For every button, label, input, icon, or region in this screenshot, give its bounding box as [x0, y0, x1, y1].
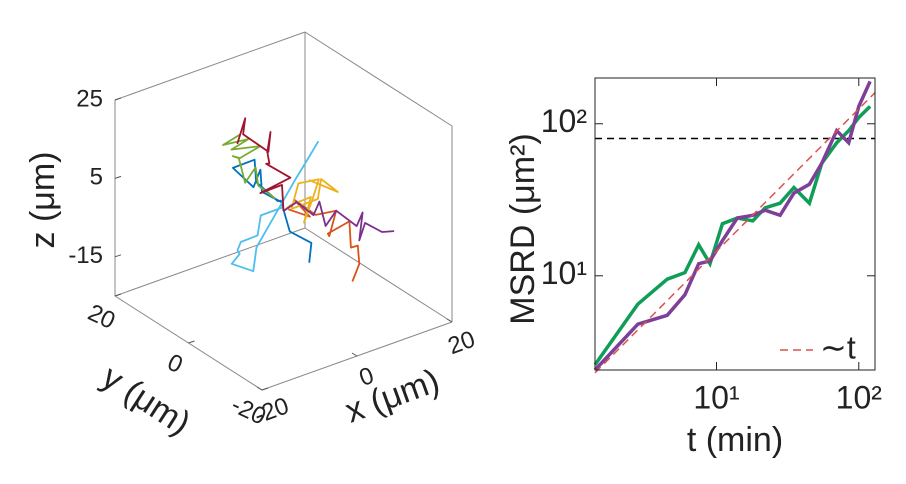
x-tick-label: 10² [836, 379, 883, 415]
y-tick-label: 0 [163, 349, 187, 379]
x-tick-label: 20 [444, 326, 478, 361]
x-tick [351, 352, 358, 357]
y-tick-label: 20 [84, 299, 120, 335]
y-label: y (μm) [95, 358, 197, 443]
z-tick-label: 5 [90, 164, 103, 191]
box-edge [304, 31, 453, 127]
trajectory [282, 178, 339, 224]
trajectory [230, 140, 320, 273]
x-tick [256, 386, 263, 391]
x-tick [446, 318, 453, 323]
x-label: x (μm) [340, 362, 444, 431]
y-tick-label: 10² [541, 103, 588, 139]
trajectory [282, 200, 395, 242]
series-line [593, 80, 872, 372]
plot-frame [594, 77, 876, 371]
z-tick-label: -15 [68, 242, 103, 269]
trajectory [222, 133, 276, 200]
box-edge [114, 31, 306, 101]
x-label: t (min) [687, 421, 783, 459]
x-tick-label: 10¹ [693, 379, 739, 415]
legend-label: ∼t [820, 329, 856, 365]
z-label: z (μm) [24, 151, 62, 248]
y-tick [188, 340, 195, 344]
z-tick [114, 254, 122, 258]
series-line [594, 92, 876, 374]
z-tick [114, 175, 122, 179]
box-edge [304, 227, 453, 323]
y-label: MSRD (μm²) [504, 133, 542, 324]
y-tick-label: 10¹ [541, 255, 587, 291]
y-tick [114, 293, 122, 297]
trajectory [236, 117, 292, 212]
box-edge [114, 227, 306, 297]
z-tick [114, 97, 122, 101]
z-tick-label: 25 [76, 85, 103, 112]
x-tick-label: -20 [251, 392, 293, 429]
y-tick [261, 387, 269, 391]
